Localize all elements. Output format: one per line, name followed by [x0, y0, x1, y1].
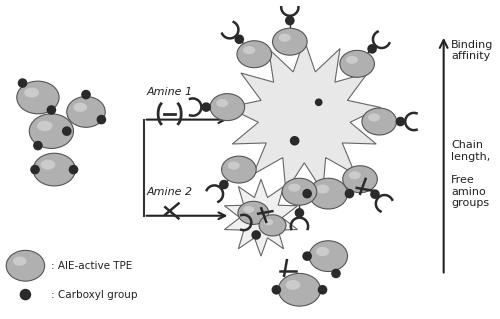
Polygon shape — [228, 40, 380, 191]
Ellipse shape — [278, 33, 290, 42]
Circle shape — [81, 90, 91, 100]
Circle shape — [46, 105, 56, 115]
Ellipse shape — [288, 184, 300, 192]
Circle shape — [318, 285, 328, 294]
Ellipse shape — [237, 41, 272, 68]
Circle shape — [62, 126, 72, 136]
Ellipse shape — [244, 206, 254, 213]
Ellipse shape — [282, 178, 317, 205]
Circle shape — [18, 78, 28, 88]
Text: Amine 1: Amine 1 — [146, 87, 192, 98]
Ellipse shape — [17, 81, 59, 114]
Ellipse shape — [24, 88, 39, 98]
Ellipse shape — [278, 273, 320, 306]
Circle shape — [219, 180, 228, 189]
Ellipse shape — [264, 219, 273, 225]
Ellipse shape — [342, 166, 378, 193]
Circle shape — [234, 34, 244, 44]
Ellipse shape — [309, 241, 348, 271]
Text: Binding
affinity: Binding affinity — [452, 40, 494, 61]
Text: Chain
length,

Free
amino
groups: Chain length, Free amino groups — [452, 140, 490, 208]
Ellipse shape — [40, 160, 56, 170]
Ellipse shape — [243, 46, 255, 54]
Text: : AIE-active TPE: : AIE-active TPE — [52, 261, 132, 271]
Ellipse shape — [216, 99, 228, 107]
Circle shape — [290, 136, 300, 145]
Ellipse shape — [222, 156, 256, 183]
Circle shape — [96, 115, 106, 124]
Ellipse shape — [67, 97, 105, 127]
Circle shape — [68, 165, 78, 174]
Ellipse shape — [272, 28, 307, 55]
Ellipse shape — [74, 103, 87, 112]
Ellipse shape — [316, 184, 330, 194]
Circle shape — [294, 208, 304, 218]
Ellipse shape — [210, 94, 244, 121]
Circle shape — [302, 189, 312, 198]
Circle shape — [302, 251, 312, 261]
Ellipse shape — [340, 50, 374, 77]
Circle shape — [344, 189, 354, 198]
Ellipse shape — [309, 178, 348, 209]
Circle shape — [202, 102, 211, 112]
Ellipse shape — [316, 247, 330, 256]
Ellipse shape — [228, 161, 239, 170]
Ellipse shape — [37, 121, 52, 131]
Ellipse shape — [259, 215, 286, 236]
Ellipse shape — [33, 153, 76, 186]
Text: : Carboxyl group: : Carboxyl group — [52, 290, 138, 300]
Circle shape — [285, 16, 294, 26]
Circle shape — [20, 289, 31, 300]
Ellipse shape — [13, 256, 26, 266]
Circle shape — [368, 44, 377, 54]
Ellipse shape — [368, 114, 380, 122]
Ellipse shape — [286, 280, 300, 290]
Ellipse shape — [349, 171, 361, 179]
Ellipse shape — [362, 108, 396, 135]
Circle shape — [370, 189, 380, 199]
Circle shape — [33, 141, 42, 150]
Circle shape — [396, 117, 405, 126]
Ellipse shape — [346, 56, 358, 64]
Circle shape — [272, 285, 281, 294]
Ellipse shape — [30, 114, 74, 148]
Text: Amine 2: Amine 2 — [146, 187, 192, 197]
Ellipse shape — [6, 250, 44, 281]
Circle shape — [30, 165, 40, 174]
Circle shape — [331, 269, 341, 278]
Ellipse shape — [238, 201, 268, 224]
Circle shape — [315, 99, 322, 106]
Circle shape — [252, 230, 261, 240]
Polygon shape — [224, 179, 298, 256]
